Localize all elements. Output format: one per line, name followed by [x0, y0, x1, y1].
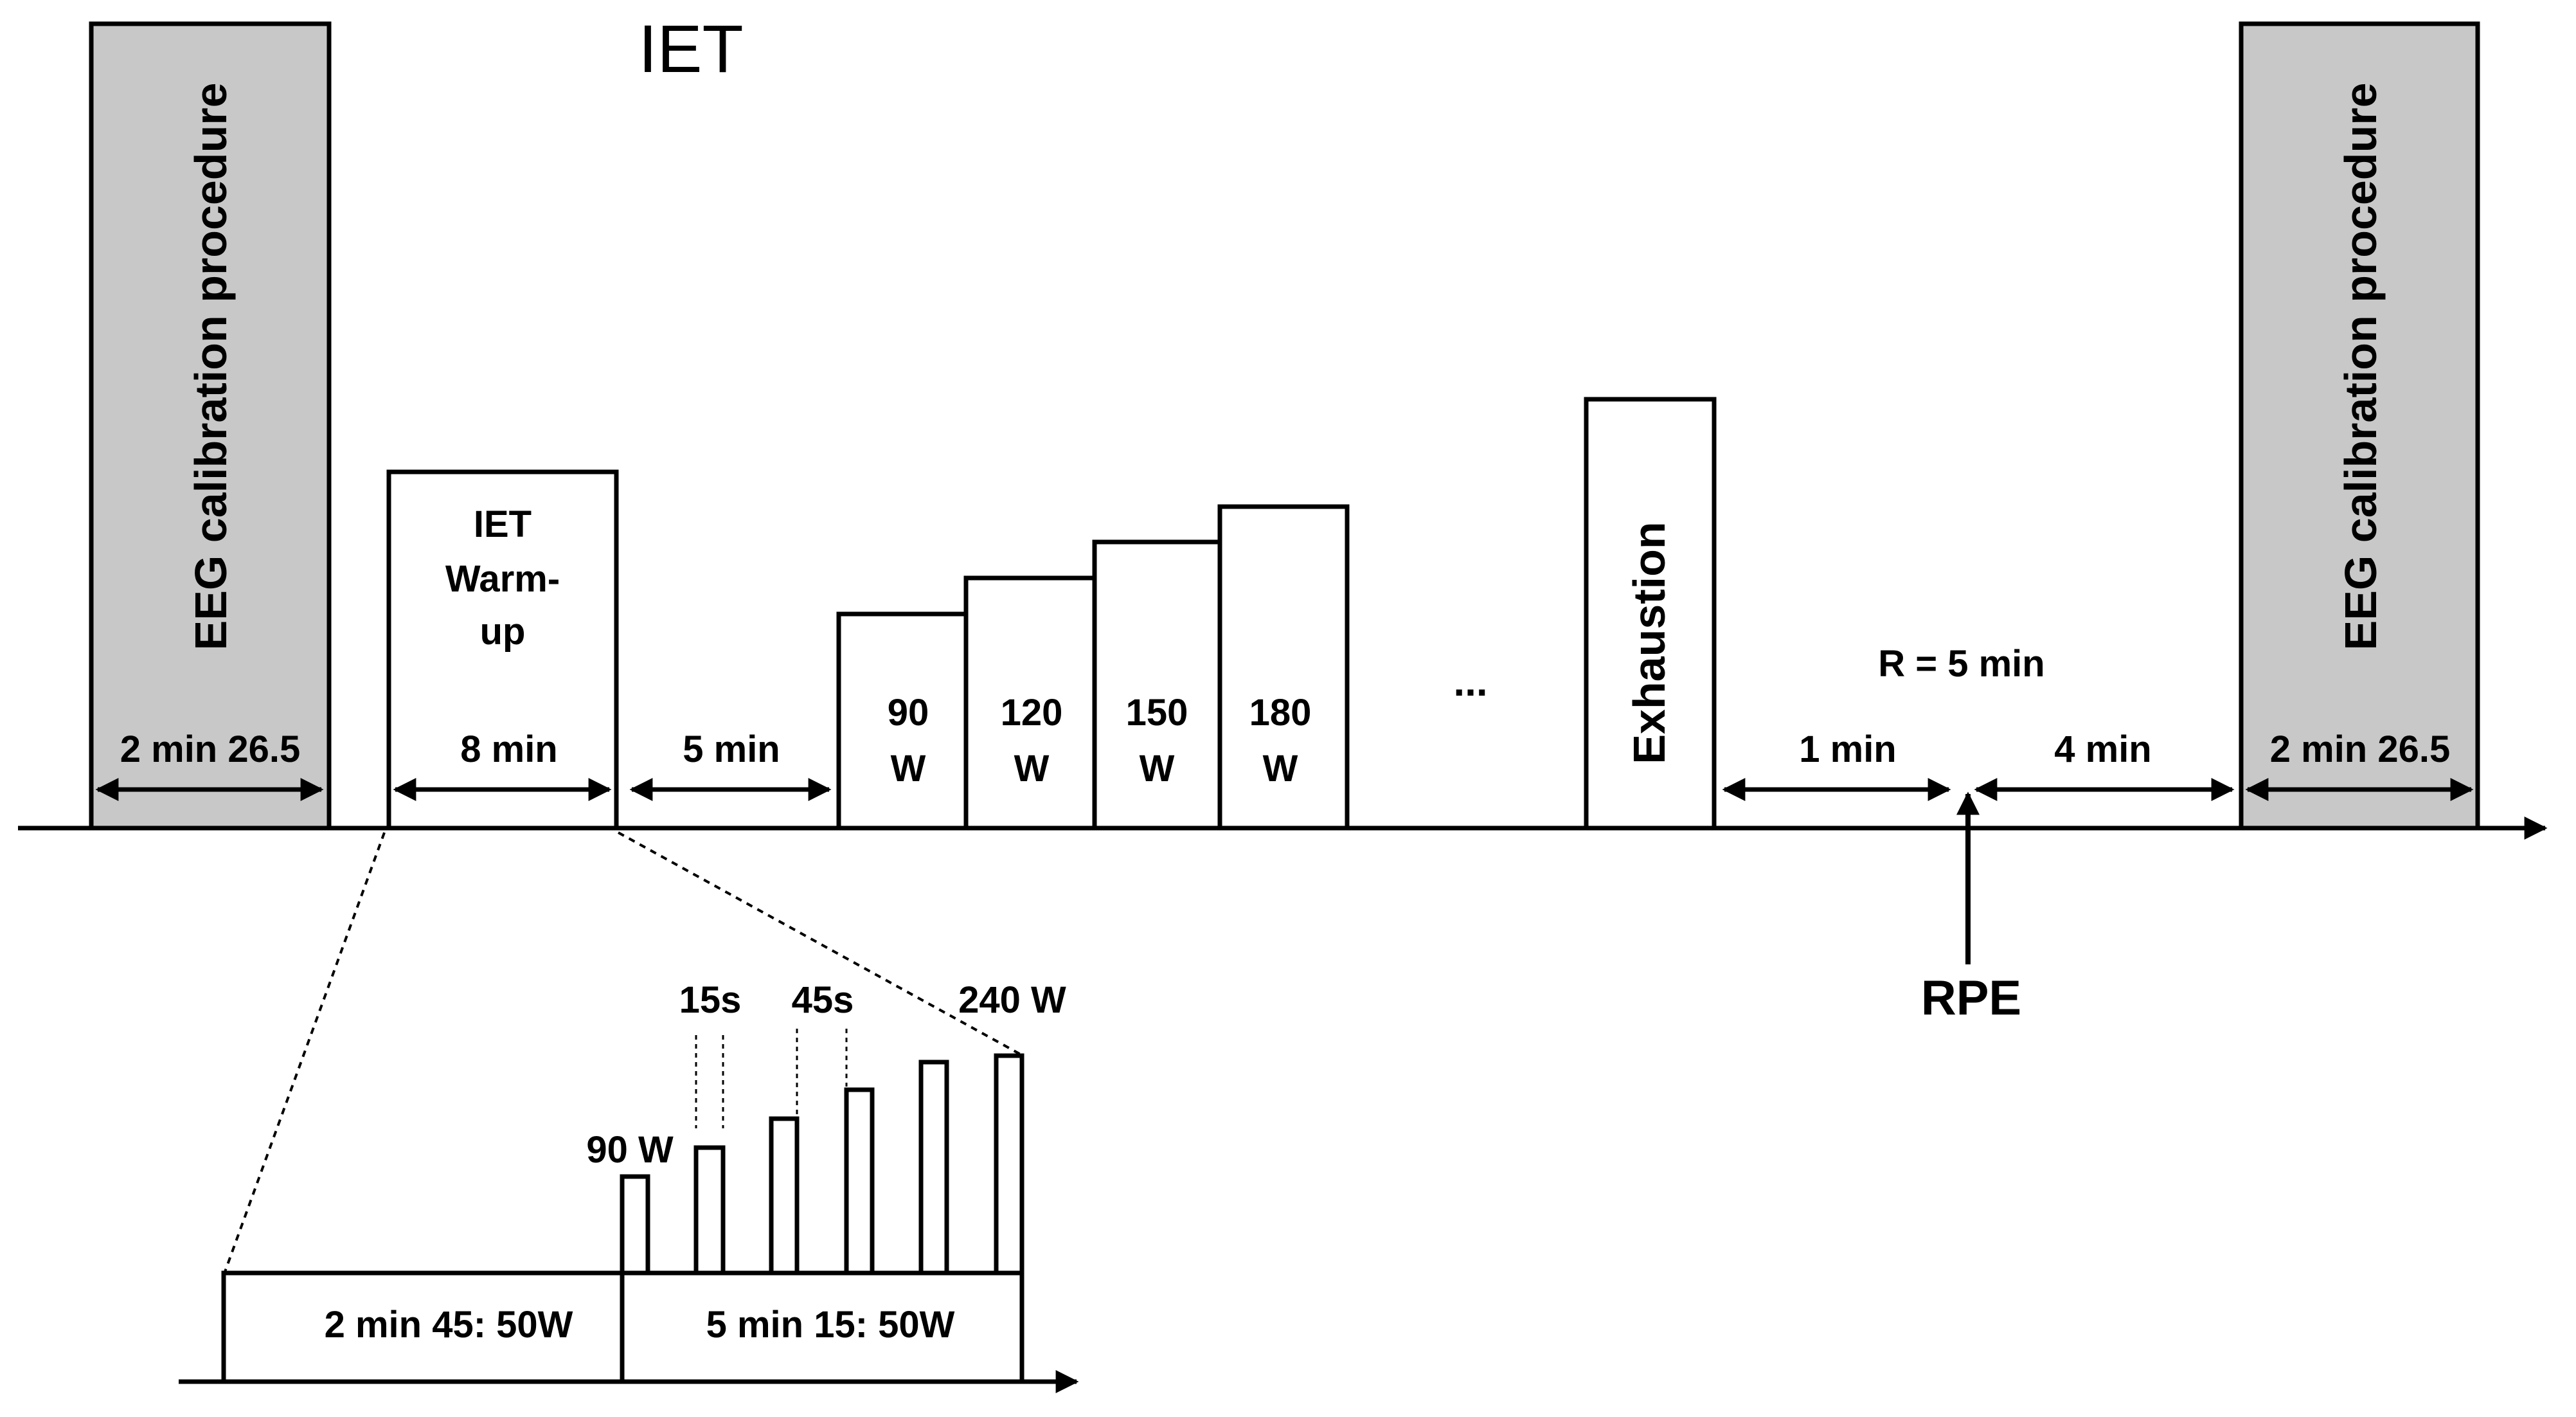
detail-sprint-bar-5	[918, 1060, 949, 1276]
left-calibration-label: EEG calibration procedure	[186, 83, 236, 651]
step-block-2	[963, 575, 1097, 831]
left-calibration-block	[89, 21, 332, 831]
step-block-1-value: 90	[888, 692, 929, 734]
step-block-1-unit: W	[891, 748, 926, 790]
detail-sprint-bar-4	[844, 1087, 875, 1276]
detail-label-90w: 90 W	[586, 1129, 674, 1171]
warmup-label-line1: IET	[474, 503, 532, 545]
step-block-2-value: 120	[1001, 692, 1063, 734]
exhaustion-label: Exhaustion	[1624, 521, 1674, 764]
step-block-4-value: 180	[1249, 692, 1312, 734]
detail-label-240w: 240 W	[958, 979, 1066, 1021]
detail-box-second	[620, 1270, 1024, 1384]
right-calibration-duration: 2 min 26.5	[2270, 728, 2450, 770]
step-block-3-value: 150	[1126, 692, 1188, 734]
warmup-label-line2: Warm-	[445, 558, 560, 600]
warmup-block	[386, 469, 619, 831]
step-block-2-unit: W	[1014, 748, 1050, 790]
exhaustion-block	[1584, 397, 1717, 831]
right-calibration-block	[2239, 21, 2480, 831]
detail-box-first	[221, 1270, 625, 1384]
detail-sprint-bar-1	[620, 1174, 650, 1276]
rpe-label: RPE	[1921, 971, 2021, 1025]
detail-box-second-label: 5 min 15: 50W	[706, 1304, 955, 1346]
recovery-first-label: 1 min	[1799, 728, 1897, 770]
detail-sprint-bar-6	[994, 1053, 1024, 1276]
left-calibration-duration: 2 min 26.5	[120, 728, 300, 770]
detail-box-first-label: 2 min 45: 50W	[325, 1304, 573, 1346]
right-calibration-label: EEG calibration procedure	[2336, 83, 2386, 651]
rest-interval-label: 5 min	[683, 728, 780, 770]
recovery-label: R = 5 min	[1878, 643, 2044, 685]
detail-label-45s: 45s	[792, 979, 854, 1021]
detail-label-15s: 15s	[679, 979, 742, 1021]
detail-sprint-bar-2	[693, 1145, 726, 1276]
continuation-ellipsis: ...	[1453, 658, 1487, 705]
step-block-3-unit: W	[1140, 748, 1175, 790]
step-block-4	[1217, 504, 1350, 831]
zoom-guide-right	[618, 831, 1021, 1056]
recovery-second-label: 4 min	[2054, 728, 2152, 770]
step-block-1	[836, 611, 969, 831]
warmup-duration: 8 min	[460, 728, 558, 770]
detail-sprint-bar-3	[769, 1116, 800, 1276]
page-title: IET	[638, 12, 743, 87]
zoom-guide-left	[224, 832, 386, 1272]
warmup-label-line3: up	[480, 611, 526, 653]
step-block-4-unit: W	[1263, 748, 1298, 790]
